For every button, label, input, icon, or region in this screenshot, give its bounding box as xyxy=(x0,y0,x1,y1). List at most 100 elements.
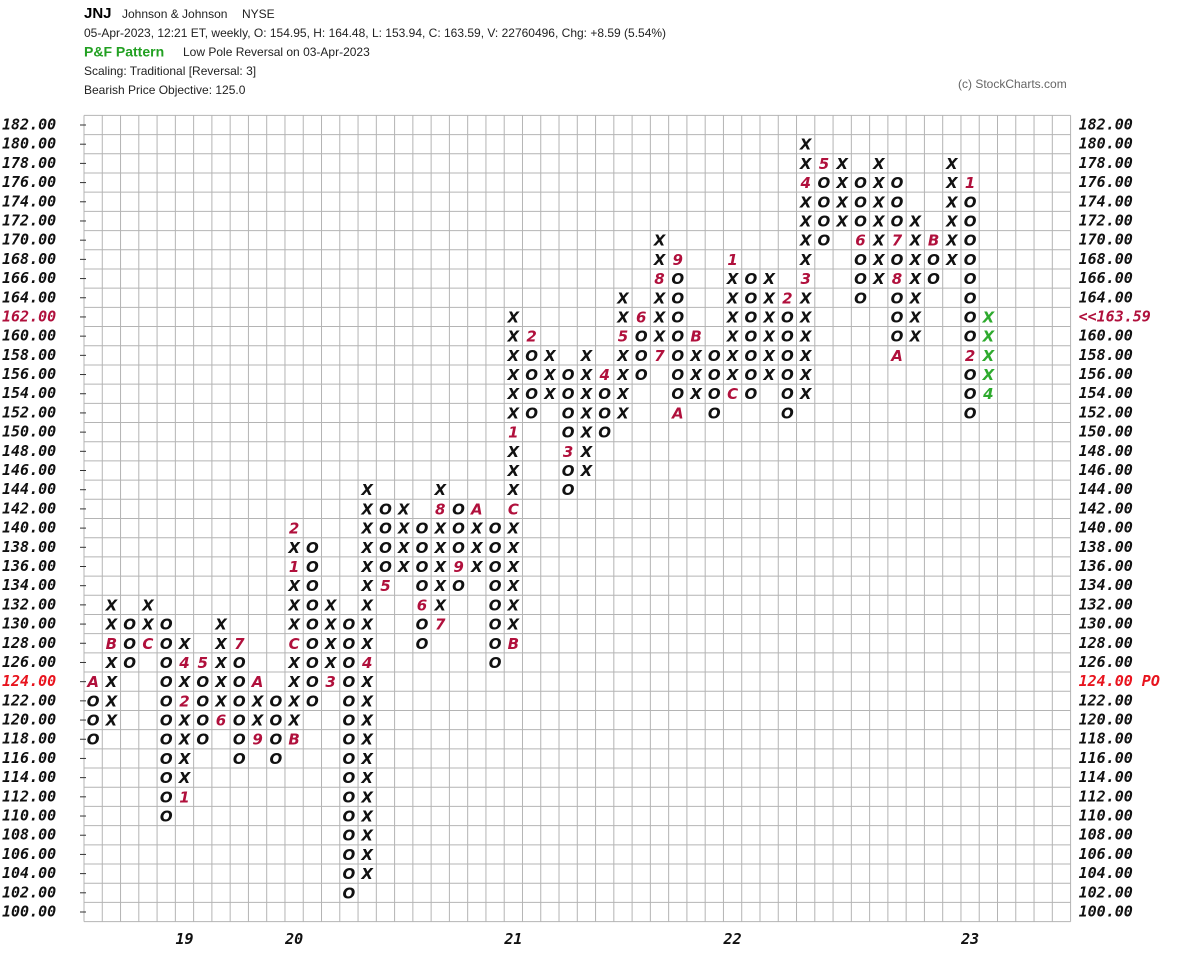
month-marker: 8 xyxy=(435,500,445,518)
x-box: X xyxy=(908,270,922,288)
x-box: X xyxy=(872,155,886,173)
o-box: O xyxy=(964,404,977,422)
month-marker: 6 xyxy=(855,232,865,250)
x-box: X xyxy=(908,289,922,307)
x-box: X xyxy=(762,366,776,384)
x-box: X xyxy=(141,596,155,614)
x-box: X xyxy=(726,289,740,307)
o-box: O xyxy=(196,673,209,691)
o-box: O xyxy=(525,385,538,403)
o-box: O xyxy=(416,635,429,653)
x-box: X xyxy=(762,308,776,326)
o-box: O xyxy=(160,673,173,691)
x-box: X xyxy=(105,654,119,672)
o-box: O xyxy=(306,539,319,557)
x-box: X xyxy=(324,596,338,614)
o-box: O xyxy=(233,712,246,730)
o-box: O xyxy=(306,577,319,595)
month-marker: A xyxy=(86,673,99,691)
y-tick-label-right: 126.00 xyxy=(1079,653,1133,671)
o-box: O xyxy=(196,712,209,730)
month-marker: 7 xyxy=(234,635,245,653)
o-box: O xyxy=(452,500,465,518)
x-box: X xyxy=(287,539,301,557)
y-tick-label: 122.00 xyxy=(2,691,56,709)
month-marker: 1 xyxy=(508,424,518,442)
o-box: O xyxy=(818,212,831,230)
x-box: X xyxy=(945,251,959,269)
o-box: O xyxy=(891,289,904,307)
x-box: X xyxy=(982,328,996,346)
y-tick-label-right: 140.00 xyxy=(1079,519,1133,537)
y-tick-label-right: 154.00 xyxy=(1079,384,1133,402)
o-box: O xyxy=(343,654,356,672)
x-box: X xyxy=(105,673,119,691)
x-box: X xyxy=(799,193,813,211)
x-box: X xyxy=(178,673,192,691)
o-box: O xyxy=(452,577,465,595)
month-marker: B xyxy=(508,635,519,653)
y-tick-label-right: 100.00 xyxy=(1079,903,1133,921)
x-box: X xyxy=(178,635,192,653)
o-box: O xyxy=(891,251,904,269)
o-box: O xyxy=(562,404,575,422)
o-box: O xyxy=(343,846,356,864)
x-box: X xyxy=(360,750,374,768)
x-box: X xyxy=(543,347,557,365)
o-box: O xyxy=(306,596,319,614)
o-box: O xyxy=(708,347,721,365)
x-box: X xyxy=(762,328,776,346)
o-box: O xyxy=(927,270,940,288)
o-box: O xyxy=(233,673,246,691)
o-box: O xyxy=(562,462,575,480)
o-box: O xyxy=(160,731,173,749)
y-tick-label-right: 146.00 xyxy=(1079,461,1133,479)
o-box: O xyxy=(343,673,356,691)
y-tick-label: 132.00 xyxy=(2,595,56,613)
x-box: X xyxy=(726,328,740,346)
o-box: O xyxy=(671,308,684,326)
x-box: X xyxy=(360,616,374,634)
y-tick-label-right: 176.00 xyxy=(1079,173,1133,191)
o-box: O xyxy=(744,270,757,288)
x-box: X xyxy=(908,328,922,346)
x-box: X xyxy=(908,251,922,269)
o-box: O xyxy=(818,193,831,211)
month-marker: A xyxy=(671,404,684,422)
y-tick-label-right: 164.00 xyxy=(1079,288,1133,306)
x-box: X xyxy=(762,347,776,365)
y-tick-label-right: 120.00 xyxy=(1079,711,1133,729)
y-tick-label: 168.00 xyxy=(2,250,56,268)
x-box: X xyxy=(360,731,374,749)
y-tick-label: 180.00 xyxy=(2,135,56,153)
x-box: X xyxy=(507,404,521,422)
o-box: O xyxy=(489,577,502,595)
month-marker: A xyxy=(890,347,903,365)
x-box: X xyxy=(360,481,374,499)
month-marker: B xyxy=(928,232,939,250)
y-tick-label-right: 108.00 xyxy=(1079,826,1133,844)
o-box: O xyxy=(489,558,502,576)
company-name: Johnson & Johnson xyxy=(122,7,227,21)
o-box: O xyxy=(343,750,356,768)
x-box: X xyxy=(287,673,301,691)
x-box: X xyxy=(653,308,667,326)
y-tick-label: 144.00 xyxy=(2,480,56,498)
x-box: X xyxy=(799,155,813,173)
x-box: X xyxy=(799,212,813,230)
o-box: O xyxy=(744,328,757,346)
x-box: X xyxy=(507,366,521,384)
month-marker: 3 xyxy=(325,673,335,691)
y-tick-label: 120.00 xyxy=(2,711,56,729)
x-box: X xyxy=(616,366,630,384)
o-box: O xyxy=(160,692,173,710)
month-marker: C xyxy=(289,635,300,653)
x-box: X xyxy=(507,443,521,461)
x-box: X xyxy=(872,251,886,269)
x-box: X xyxy=(580,385,594,403)
x-box: X xyxy=(105,692,119,710)
credit: (c) StockCharts.com xyxy=(958,77,1067,91)
y-tick-label-right: 104.00 xyxy=(1079,864,1133,882)
o-box: O xyxy=(854,174,867,192)
o-box: O xyxy=(744,347,757,365)
